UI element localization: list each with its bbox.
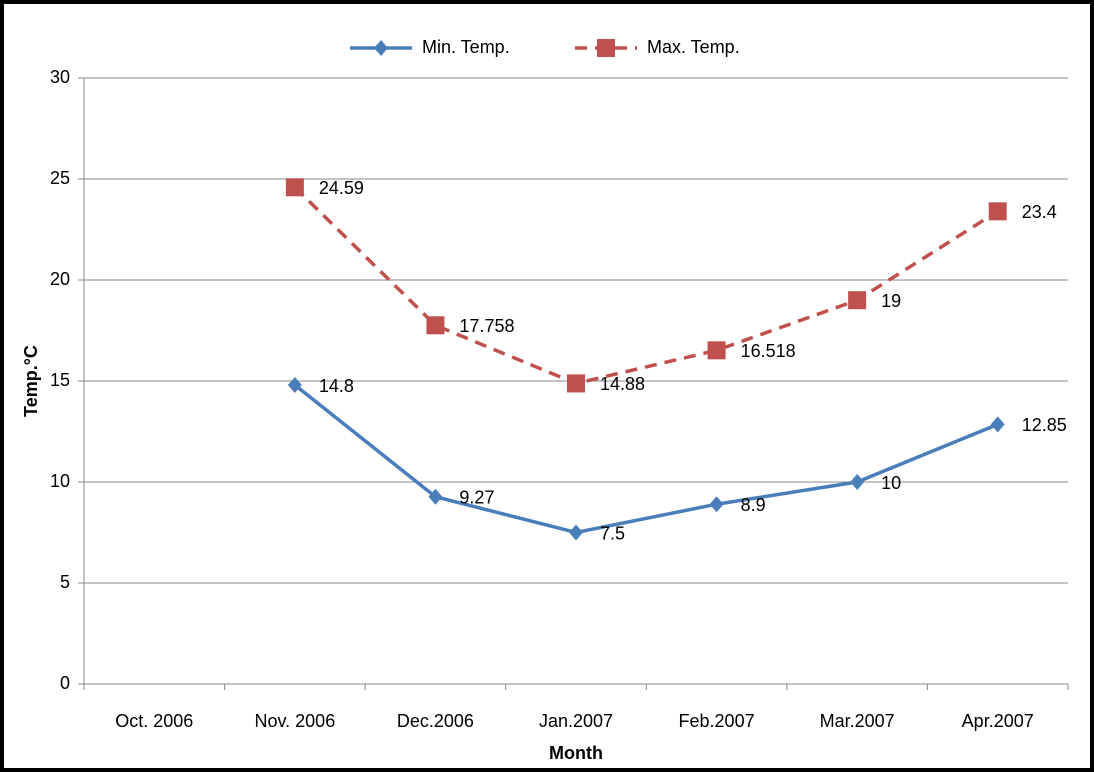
data-label: 23.4	[1022, 202, 1057, 222]
marker	[426, 316, 445, 335]
x-tick-label: Nov. 2006	[254, 711, 335, 731]
y-tick-label: 15	[50, 370, 70, 390]
x-tick-label: Dec.2006	[397, 711, 474, 731]
data-label: 16.518	[741, 341, 796, 361]
marker	[569, 524, 583, 541]
marker	[285, 178, 304, 197]
marker	[287, 377, 302, 394]
marker	[597, 39, 615, 57]
data-label: 12.85	[1022, 415, 1067, 435]
data-label: 14.88	[600, 374, 645, 394]
y-tick-label: 0	[60, 673, 70, 693]
x-tick-label: Feb.2007	[679, 711, 755, 731]
x-tick-label: Mar.2007	[820, 711, 895, 731]
marker	[848, 291, 867, 310]
data-label: 24.59	[319, 178, 364, 198]
x-tick-label: Apr.2007	[962, 711, 1034, 731]
marker	[850, 474, 865, 490]
y-tick-label: 20	[50, 269, 70, 289]
data-label: 14.8	[319, 376, 354, 396]
marker	[374, 40, 388, 56]
y-tick-label: 30	[50, 67, 70, 87]
data-label: 8.9	[741, 495, 766, 515]
y-tick-label: 10	[50, 471, 70, 491]
marker	[428, 488, 443, 505]
data-label: 19	[881, 291, 901, 311]
marker	[707, 341, 726, 360]
marker	[988, 202, 1007, 221]
y-axis-title: Temp.°C	[21, 345, 41, 417]
data-label: 7.5	[600, 523, 625, 543]
legend-label: Min. Temp.	[422, 37, 510, 57]
x-tick-label: Oct. 2006	[115, 711, 193, 731]
data-label: 9.27	[459, 487, 494, 507]
legend-label: Max. Temp.	[647, 37, 740, 57]
data-label: 10	[881, 473, 901, 493]
series-line	[293, 383, 999, 535]
marker	[567, 374, 585, 393]
data-label: 17.758	[459, 316, 514, 336]
marker	[709, 496, 724, 513]
marker	[990, 416, 1005, 433]
x-axis-title: Month	[549, 743, 603, 763]
y-tick-label: 25	[50, 168, 70, 188]
y-tick-label: 5	[60, 572, 70, 592]
series-line	[293, 186, 999, 386]
x-tick-label: Jan.2007	[539, 711, 613, 731]
